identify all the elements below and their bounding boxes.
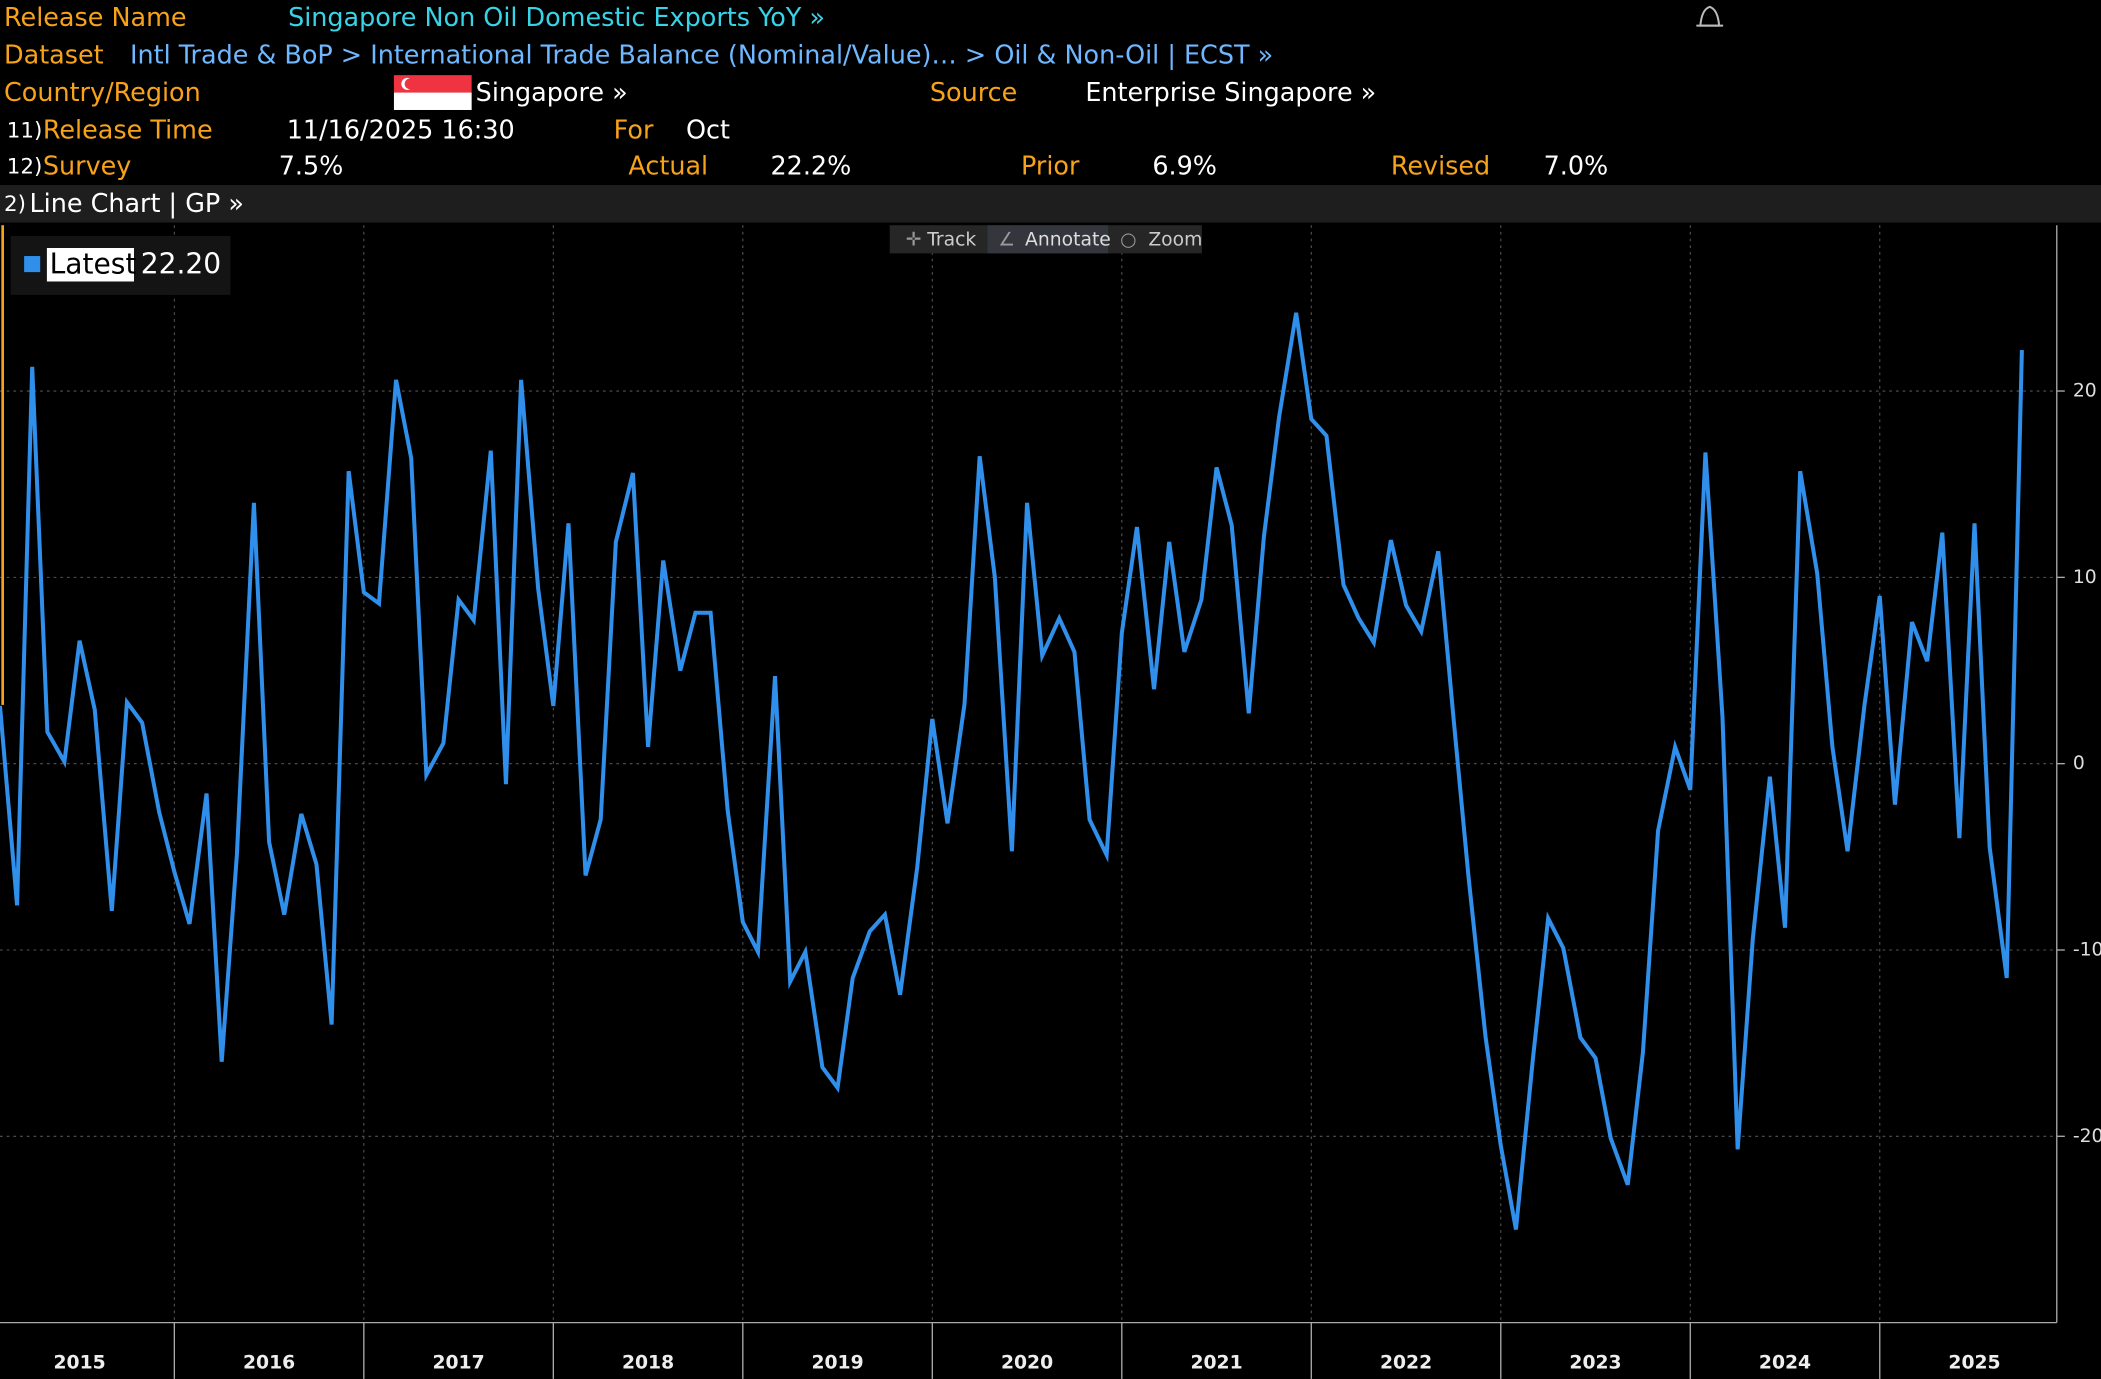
label: Actual xyxy=(628,152,708,182)
plot: -20 -10 0 10 20 2015 2016 2017 2018 2019 2020 2021 2… xyxy=(0,225,2101,1379)
x-tick-label: 2025 xyxy=(1948,1352,2000,1373)
x-tick-label: 2017 xyxy=(432,1352,484,1373)
label: Source xyxy=(930,78,1017,108)
zoom-button[interactable]: Zoom xyxy=(1148,229,1202,250)
y-tick-label: 10 xyxy=(2073,567,2097,588)
release-name[interactable]: Singapore Non Oil Domestic Exports YoY » xyxy=(288,3,825,33)
flag-red xyxy=(393,75,472,93)
edge-marker xyxy=(1,225,5,705)
flag-white xyxy=(393,92,472,110)
icon: ✛ xyxy=(906,229,922,250)
data-line xyxy=(0,312,2024,1230)
legend-value: 22.20 xyxy=(141,247,222,280)
prior: 6.9% xyxy=(1152,152,1217,182)
x-tick-label: 2024 xyxy=(1759,1352,1811,1373)
menu-number[interactable]: 2) xyxy=(4,192,26,217)
toolbar-active xyxy=(987,225,1109,254)
dataset[interactable]: Intl Trade & BoP > International Trade B… xyxy=(130,40,1273,70)
row-number[interactable]: 12) xyxy=(7,155,43,180)
x-tick-label: 2018 xyxy=(622,1352,674,1373)
icon: ○ xyxy=(1120,229,1136,250)
y-tick-label: 0 xyxy=(2073,753,2085,774)
track-button[interactable]: Track xyxy=(926,229,976,250)
legend-name[interactable]: Latest xyxy=(50,247,137,280)
x-tick-label: 2022 xyxy=(1380,1352,1432,1373)
x-tick-label: 2016 xyxy=(243,1352,295,1373)
row-number[interactable]: 11) xyxy=(7,118,43,143)
label: For xyxy=(614,115,654,145)
y-tick-label: 20 xyxy=(2073,381,2097,402)
legend-highlight xyxy=(46,247,134,282)
y-tick-label: -10 xyxy=(2073,939,2101,960)
source[interactable]: Enterprise Singapore » xyxy=(1085,78,1376,108)
x-tick-label: 2023 xyxy=(1569,1352,1621,1373)
chart-menu-bar xyxy=(0,185,2101,223)
label: Survey xyxy=(43,152,132,182)
label: Dataset xyxy=(4,40,104,70)
flag-moon-cut xyxy=(404,78,416,90)
annotate-button[interactable]: Annotate xyxy=(1025,229,1111,250)
actual: 22.2% xyxy=(770,152,851,182)
label: Release Time xyxy=(43,115,213,145)
bell xyxy=(1699,5,1721,27)
label: Prior xyxy=(1021,152,1080,182)
y-tick-label: -20 xyxy=(2073,1126,2101,1147)
label: Release Name xyxy=(4,3,187,33)
x-tick-label: 2015 xyxy=(53,1352,105,1373)
label: Revised xyxy=(1391,152,1490,182)
x-tick-label: 2019 xyxy=(811,1352,863,1373)
x-tick-label: 2020 xyxy=(1001,1352,1053,1373)
period: Oct xyxy=(686,115,730,145)
icon: ∠ xyxy=(998,229,1015,250)
label: Country/Region xyxy=(4,78,201,108)
revised: 7.0% xyxy=(1544,152,1609,182)
flag xyxy=(393,75,472,110)
country[interactable]: Singapore » xyxy=(476,78,628,108)
legend-swatch xyxy=(24,256,41,273)
survey: 7.5% xyxy=(279,152,344,182)
chart-menu[interactable]: Line Chart | GP » xyxy=(29,189,243,219)
release-time: 11/16/2025 16:30 xyxy=(287,115,515,145)
bell-icon[interactable] xyxy=(1696,5,1724,27)
x-tick-label: 2021 xyxy=(1190,1352,1242,1373)
